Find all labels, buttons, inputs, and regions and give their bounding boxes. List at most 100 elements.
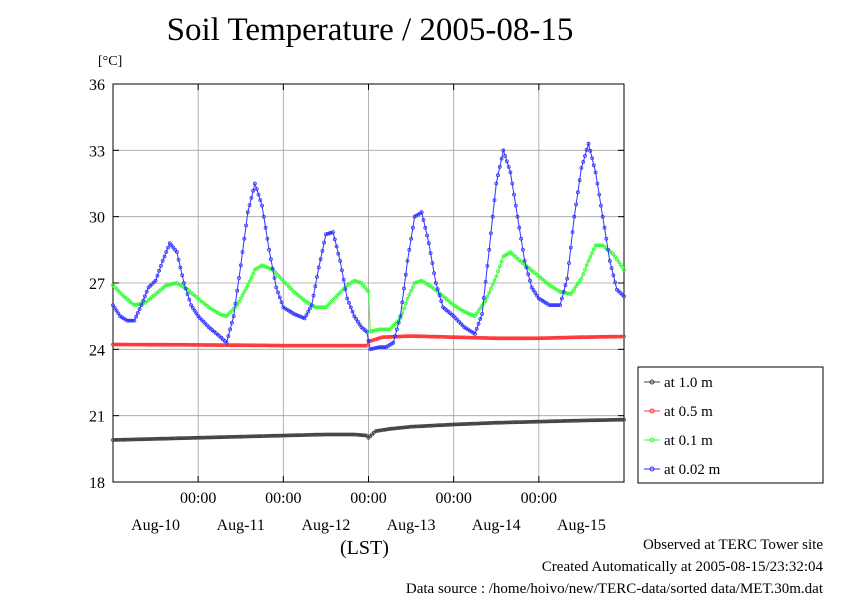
data-point (302, 343, 307, 348)
data-point (118, 437, 122, 442)
data-point (574, 335, 578, 340)
data-point (182, 436, 186, 441)
data-point (286, 433, 291, 438)
data-point (467, 421, 472, 426)
data-point (497, 420, 502, 425)
data-point (593, 170, 598, 175)
data-point (288, 433, 293, 438)
y-axis-unit: [°C] (98, 54, 123, 69)
data-point (416, 334, 421, 339)
data-point (276, 433, 280, 438)
data-point (494, 274, 499, 279)
data-point (508, 170, 513, 175)
data-point (249, 434, 254, 439)
data-point (354, 343, 359, 348)
data-point (244, 434, 249, 439)
data-point (206, 343, 211, 347)
data-point (128, 437, 133, 442)
data-point (363, 343, 367, 348)
legend-marker (649, 437, 655, 443)
data-point (334, 244, 339, 249)
data-point (570, 230, 575, 235)
data-point (609, 334, 614, 339)
data-point (293, 433, 298, 438)
data-point (600, 418, 605, 423)
data-point (522, 336, 527, 341)
data-point (354, 432, 359, 437)
data-point (524, 336, 529, 341)
data-point (552, 335, 557, 340)
data-point (309, 303, 314, 308)
data-point (554, 335, 559, 340)
data-point (421, 218, 426, 222)
data-point (132, 342, 137, 347)
data-point (261, 214, 266, 219)
data-point (277, 433, 282, 438)
data-point (231, 314, 236, 319)
data-point (426, 334, 431, 339)
data-point (378, 335, 383, 340)
data-point (120, 342, 124, 347)
data-point (613, 254, 617, 259)
data-point (263, 225, 268, 230)
data-point (579, 335, 584, 340)
data-point (604, 418, 609, 422)
data-point (261, 434, 266, 439)
data-point (299, 433, 304, 438)
data-point (185, 436, 190, 441)
data-point (309, 432, 314, 437)
data-point (556, 303, 561, 308)
data-point (226, 343, 231, 348)
data-point (458, 422, 463, 427)
data-point (549, 336, 554, 340)
data-point (155, 342, 160, 347)
data-point (368, 347, 373, 352)
data-point (221, 343, 225, 348)
data-point (254, 434, 259, 439)
data-point (412, 424, 417, 429)
data-point (465, 335, 470, 340)
data-point (430, 261, 435, 266)
data-point (190, 342, 195, 347)
data-point (217, 312, 222, 316)
data-point (524, 265, 529, 270)
data-point (320, 248, 325, 253)
data-point (380, 428, 385, 432)
data-point (471, 335, 476, 340)
data-point (265, 434, 270, 438)
data-point (210, 343, 215, 347)
footer-created: Created Automatically at 2005-08-15/23:3… (541, 559, 823, 575)
data-point (400, 425, 405, 430)
data-point (240, 250, 245, 254)
data-point (558, 303, 562, 308)
data-point (485, 336, 490, 340)
data-point (315, 274, 319, 279)
data-point (577, 418, 582, 423)
data-point (329, 432, 334, 437)
data-point (323, 343, 328, 348)
data-point (471, 421, 476, 426)
data-point (283, 343, 288, 348)
data-point (583, 418, 587, 423)
data-point (329, 343, 334, 348)
data-point (442, 423, 447, 427)
data-point (142, 437, 147, 442)
data-point (359, 281, 364, 285)
data-point (270, 343, 275, 348)
data-point (180, 436, 185, 441)
data-point (336, 251, 341, 256)
data-point (171, 436, 176, 441)
data-point (421, 334, 426, 339)
x-date-label: Aug-11 (217, 517, 265, 534)
data-point (217, 435, 222, 440)
data-point (473, 331, 477, 336)
data-point (615, 257, 619, 262)
data-point (595, 243, 600, 248)
data-point (602, 418, 607, 423)
data-point (460, 335, 465, 340)
data-point (451, 422, 456, 427)
data-point (352, 432, 357, 437)
data-point (529, 419, 534, 424)
data-point (622, 267, 626, 272)
data-point (464, 422, 469, 426)
